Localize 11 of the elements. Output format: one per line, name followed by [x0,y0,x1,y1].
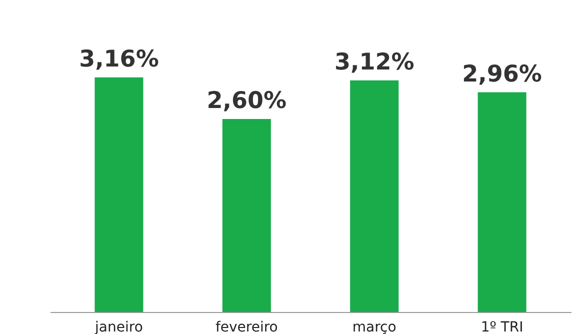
data-label: 3,16% [79,46,159,72]
bar [478,92,526,312]
data-label: 2,96% [462,61,542,88]
bar [350,80,399,312]
x-tick-label: março [352,320,396,334]
x-tick-label: fevereiro [215,320,278,334]
data-label: 2,60% [206,88,287,114]
data-label: 3,12% [334,49,414,76]
x-tick-label: 1º TRI [480,320,524,334]
bar [222,118,271,312]
bar [94,77,144,312]
